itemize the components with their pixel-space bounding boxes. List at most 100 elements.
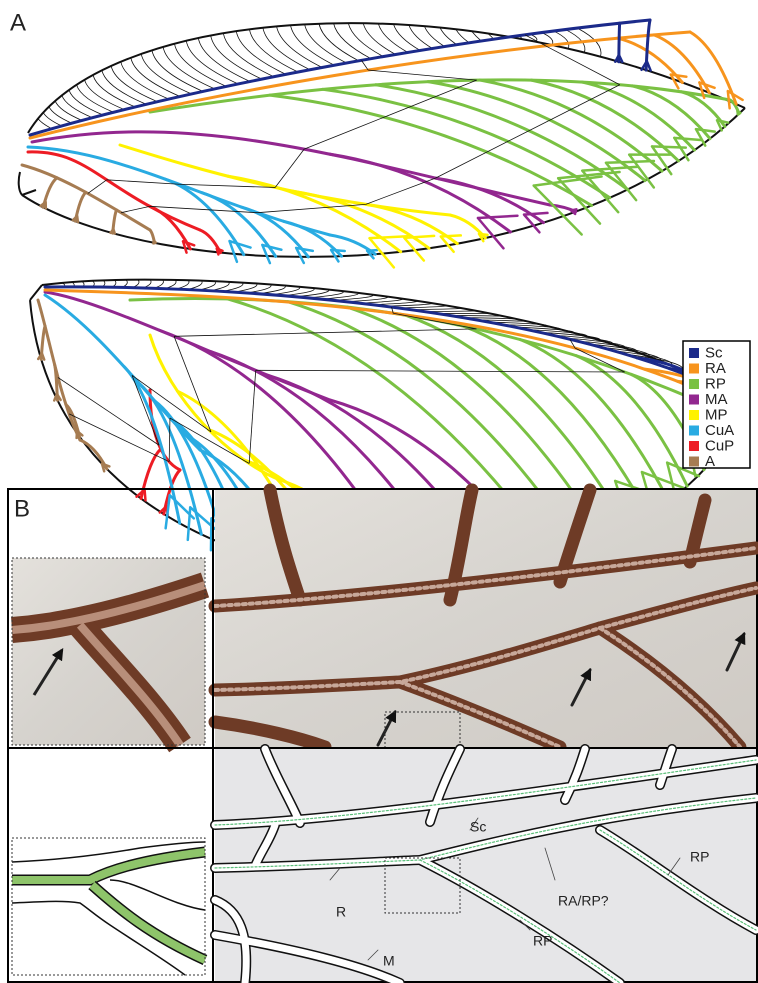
vein-label: RP bbox=[690, 849, 709, 865]
vein-fork bbox=[726, 89, 744, 110]
legend-label: Sc bbox=[705, 344, 723, 361]
costal-veinlet bbox=[37, 118, 53, 130]
crossvein bbox=[391, 307, 394, 314]
crossvein bbox=[524, 34, 546, 47]
vein bbox=[43, 285, 702, 382]
costal-veinlet bbox=[249, 29, 299, 73]
crossvein bbox=[393, 312, 477, 330]
costal-veinlet bbox=[140, 53, 192, 95]
photo bbox=[208, 483, 758, 768]
vein bbox=[28, 18, 652, 137]
vein-fork bbox=[640, 59, 652, 72]
crossvein bbox=[304, 79, 477, 150]
crossvein bbox=[121, 205, 150, 214]
vein-fork bbox=[100, 462, 111, 473]
costal-veinlet bbox=[48, 106, 73, 124]
vein-fork bbox=[152, 239, 157, 245]
crossvein bbox=[149, 205, 258, 214]
vein bbox=[20, 163, 152, 232]
vein-branch bbox=[328, 233, 377, 256]
legend-swatch bbox=[689, 456, 699, 467]
vein-branch bbox=[574, 354, 689, 488]
wing-outline bbox=[17, 22, 746, 258]
crossvein bbox=[68, 413, 170, 463]
legend-swatch bbox=[689, 425, 699, 436]
vein-fork bbox=[604, 159, 656, 202]
crossvein bbox=[368, 69, 477, 81]
costal-veinlet bbox=[68, 89, 104, 116]
vein-fork bbox=[329, 248, 346, 263]
legend-label: RA bbox=[705, 360, 726, 377]
vein-fork bbox=[71, 214, 80, 224]
costal-veinlet bbox=[439, 27, 458, 46]
costal-veinlet bbox=[487, 321, 547, 327]
crossvein bbox=[255, 369, 625, 373]
costal-veinlet bbox=[222, 33, 275, 78]
legend-label: CuA bbox=[705, 422, 734, 439]
vein bbox=[30, 130, 552, 207]
crossvein bbox=[365, 177, 436, 205]
crossvein bbox=[174, 328, 477, 337]
legend-swatch bbox=[689, 379, 699, 389]
costal-veinlet bbox=[362, 23, 396, 55]
costal-veinlet bbox=[76, 84, 114, 113]
legend-swatch bbox=[689, 441, 699, 451]
legend-label: A bbox=[705, 453, 715, 470]
costal-veinlet bbox=[393, 24, 421, 51]
legend-label: MP bbox=[705, 406, 728, 423]
vein bbox=[43, 288, 712, 397]
crossvein bbox=[257, 203, 366, 214]
crossvein bbox=[168, 418, 171, 462]
crossvein bbox=[545, 45, 620, 86]
vein-fork bbox=[698, 81, 716, 100]
vein-label: RA/RP? bbox=[558, 893, 609, 909]
vein-fork bbox=[368, 234, 409, 269]
vein-fork bbox=[556, 170, 621, 225]
costal-veinlet bbox=[120, 61, 170, 100]
vein-fork bbox=[694, 127, 716, 147]
legend-swatch bbox=[689, 394, 699, 405]
vein-fork bbox=[522, 211, 549, 234]
vein-branch bbox=[226, 174, 403, 254]
vein-branch bbox=[518, 337, 671, 503]
legend-label: CuP bbox=[705, 437, 734, 454]
vein bbox=[148, 78, 732, 114]
costal-veinlet bbox=[575, 340, 638, 353]
vein-label: RP bbox=[533, 933, 552, 949]
vein-branch bbox=[404, 313, 629, 529]
costal-veinlet bbox=[276, 26, 323, 68]
photo-inset bbox=[11, 557, 210, 753]
vein-fork bbox=[627, 153, 672, 189]
vein-label: Sc bbox=[470, 819, 486, 835]
vein-branch bbox=[122, 365, 182, 525]
costal-veinlet bbox=[42, 112, 62, 127]
costal-veinlet bbox=[262, 27, 311, 71]
vein-fork bbox=[215, 247, 224, 256]
costal-veinlet bbox=[54, 100, 83, 121]
vein-branch bbox=[163, 177, 246, 257]
vein-fork bbox=[439, 234, 463, 254]
costal-veinlet bbox=[162, 46, 215, 90]
vein-fork bbox=[669, 73, 688, 90]
vein-label: R bbox=[336, 904, 346, 920]
costal-veinlet bbox=[290, 25, 335, 66]
vein-fork bbox=[36, 352, 46, 361]
costal-veinlet bbox=[500, 324, 561, 330]
vein-fork bbox=[365, 248, 379, 260]
panel-label: A bbox=[10, 9, 26, 36]
vein-fork bbox=[53, 392, 62, 402]
vein-fork bbox=[477, 232, 489, 243]
costal-veinlet bbox=[333, 23, 372, 60]
crossvein bbox=[131, 375, 160, 446]
costal-veinlet bbox=[588, 343, 650, 357]
crossvein bbox=[361, 60, 369, 71]
costal-veinlet bbox=[424, 26, 445, 47]
vein-fork bbox=[736, 109, 742, 116]
legend-label: RP bbox=[705, 375, 726, 392]
vein-fork bbox=[569, 208, 578, 216]
costal-veinlet bbox=[92, 74, 136, 108]
costal-veinlet bbox=[377, 23, 409, 53]
vein-branch bbox=[138, 382, 203, 536]
vein-fork bbox=[261, 243, 283, 265]
